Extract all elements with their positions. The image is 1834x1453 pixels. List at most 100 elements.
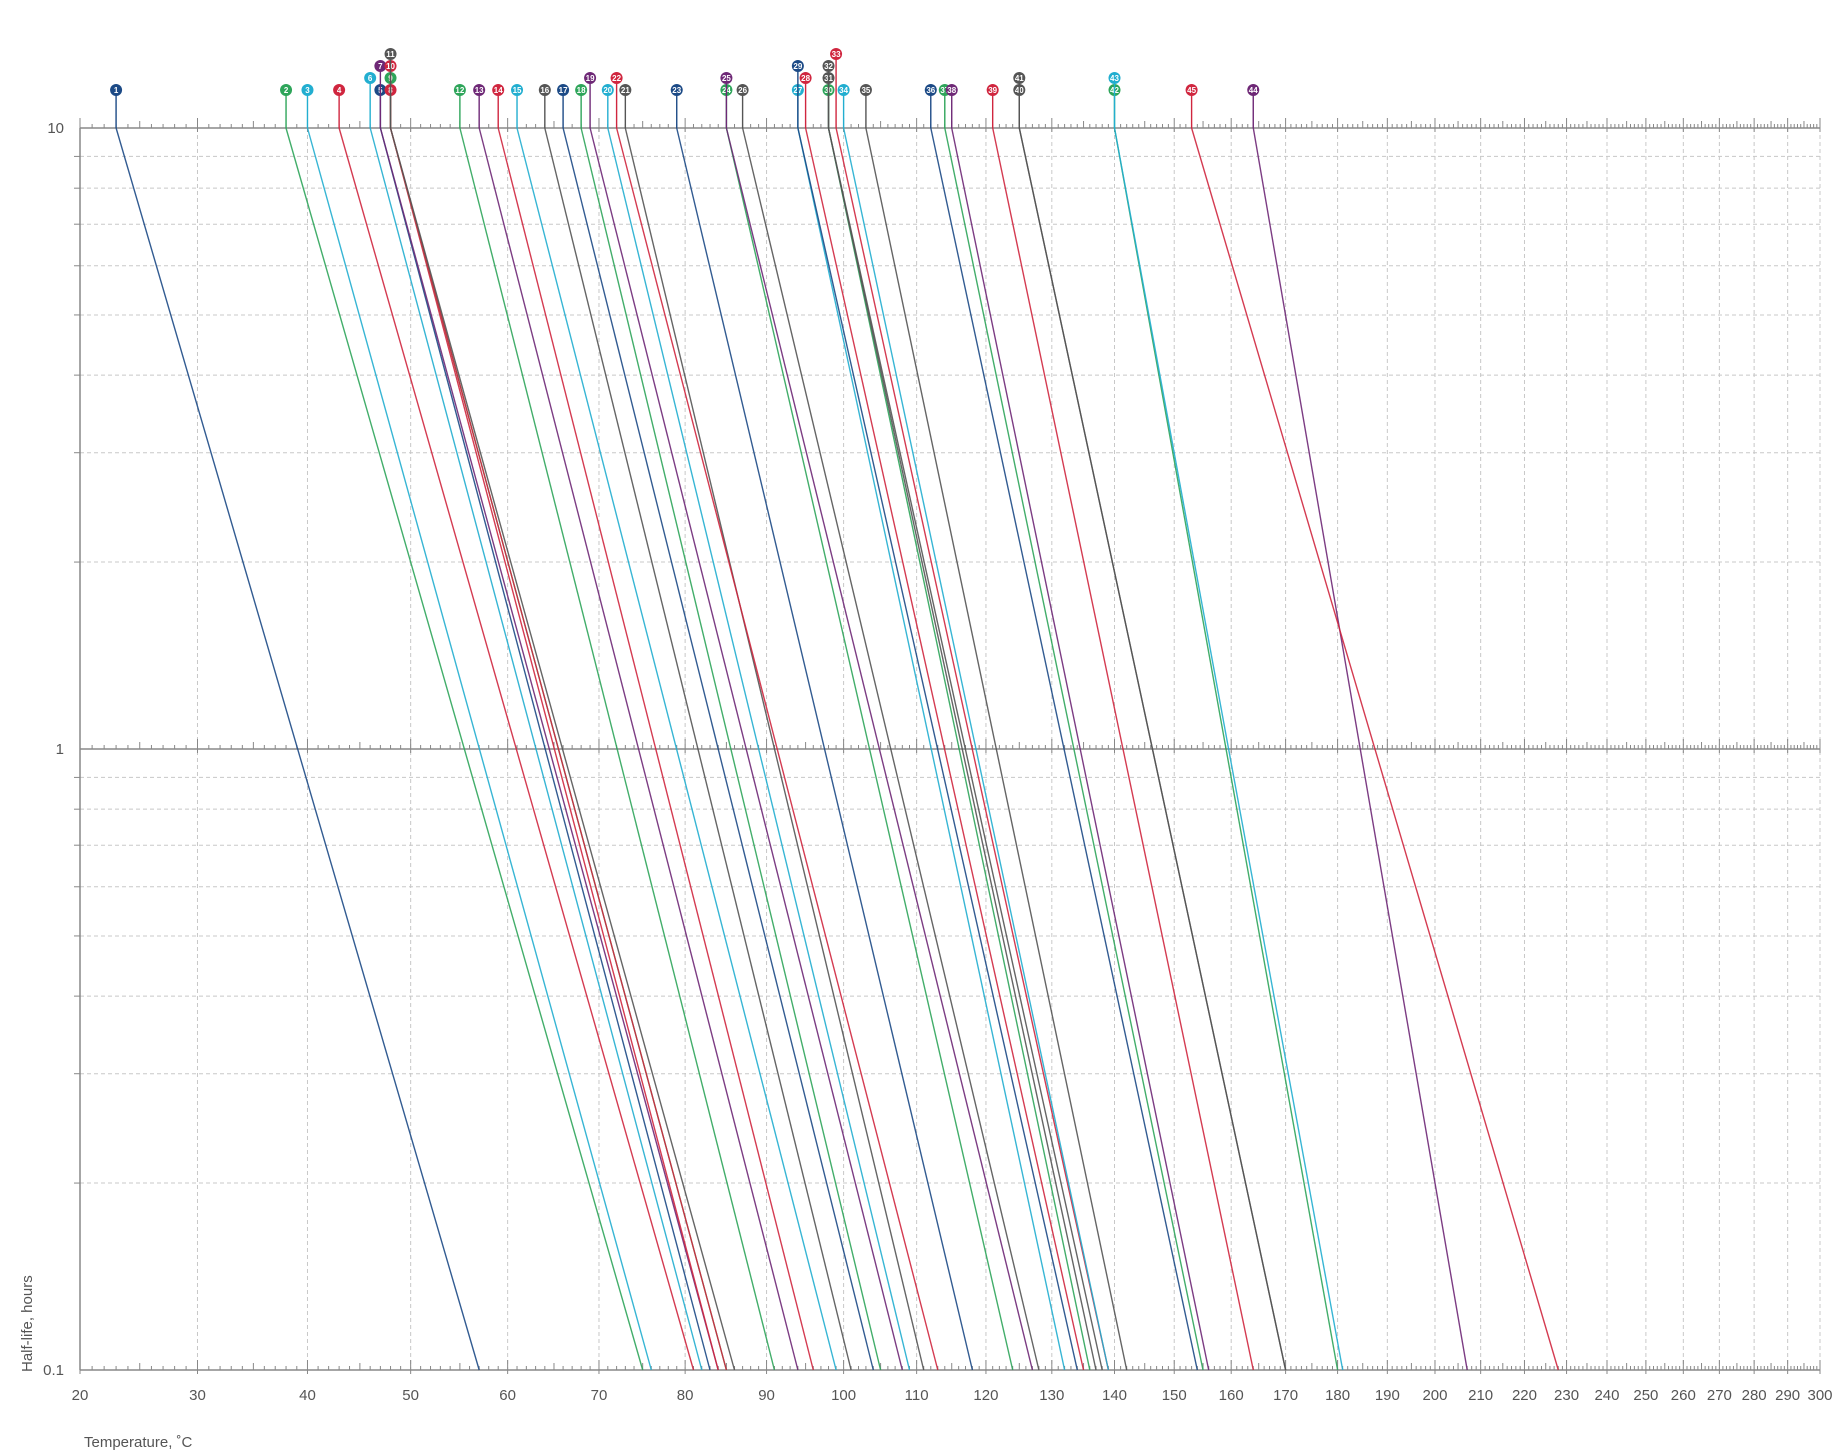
series-markers: 1234567891011121314151617181920212223242… <box>110 48 1260 128</box>
marker-dot-29 <box>791 60 804 72</box>
marker-dot-20 <box>601 84 614 96</box>
marker-label-29: 29 <box>793 62 802 71</box>
marker-dot-16 <box>538 84 551 96</box>
marker-dot-39 <box>986 84 999 96</box>
marker-label-17: 17 <box>559 86 568 95</box>
marker-label-34: 34 <box>839 86 848 95</box>
marker-label-33: 33 <box>832 50 841 59</box>
series-line-22 <box>615 127 939 1371</box>
series-line-4 <box>338 127 695 1371</box>
marker-label-28: 28 <box>801 74 810 83</box>
marker-label-2: 2 <box>284 86 289 95</box>
marker-label-1: 1 <box>114 86 119 95</box>
marker-label-16: 16 <box>540 86 549 95</box>
x-tick-label: 100 <box>831 1387 856 1404</box>
x-tick-label: 240 <box>1594 1387 1619 1404</box>
series-line-35 <box>865 127 1128 1371</box>
x-tick-label: 130 <box>1039 1387 1064 1404</box>
series-line-12 <box>459 127 776 1371</box>
marker-label-22: 22 <box>612 74 621 83</box>
marker-dot-14 <box>492 84 505 96</box>
x-tick-label: 20 <box>72 1387 89 1404</box>
marker-label-35: 35 <box>861 86 870 95</box>
x-tick-label: 300 <box>1807 1387 1832 1404</box>
series-line-23 <box>676 127 974 1371</box>
series-line-36 <box>930 127 1198 1371</box>
marker-label-20: 20 <box>603 86 612 95</box>
marker-label-7: 7 <box>378 62 383 71</box>
marker-label-39: 39 <box>988 86 997 95</box>
x-tick-label: 190 <box>1375 1387 1400 1404</box>
series-line-31 <box>827 127 1097 1371</box>
y-tick-label: 10 <box>47 120 64 137</box>
series-line-29 <box>797 127 1078 1371</box>
marker-dot-2 <box>280 84 293 96</box>
marker-dot-32 <box>822 60 835 72</box>
series-line-26 <box>741 127 1040 1371</box>
series-line-39 <box>992 127 1254 1371</box>
marker-label-41: 41 <box>1015 74 1024 83</box>
marker-label-11: 11 <box>386 50 395 59</box>
x-tick-label: 50 <box>402 1387 419 1404</box>
marker-dot-35 <box>859 84 872 96</box>
x-tick-label: 90 <box>758 1387 775 1404</box>
series-line-18 <box>580 127 882 1371</box>
marker-dot-11 <box>384 48 397 60</box>
marker-label-15: 15 <box>513 86 522 95</box>
marker-label-32: 32 <box>824 62 833 71</box>
series-line-8 <box>389 127 719 1371</box>
series-line-45 <box>1190 127 1559 1371</box>
marker-dot-4 <box>333 84 346 96</box>
marker-dot-17 <box>557 84 570 96</box>
x-tick-label: 210 <box>1468 1387 1493 1404</box>
marker-label-21: 21 <box>621 86 630 95</box>
x-tick-label: 260 <box>1671 1387 1696 1404</box>
x-tick-label: 180 <box>1325 1387 1350 1404</box>
series-line-38 <box>951 127 1210 1371</box>
marker-dot-18 <box>575 84 588 96</box>
marker-label-19: 19 <box>586 74 595 83</box>
grid <box>79 128 1821 1370</box>
marker-label-45: 45 <box>1187 86 1196 95</box>
series-line-2 <box>285 127 644 1371</box>
marker-dot-23 <box>670 84 683 96</box>
series-line-37 <box>944 127 1204 1371</box>
marker-dot-21 <box>619 84 632 96</box>
marker-dot-6 <box>364 72 377 84</box>
marker-label-36: 36 <box>926 86 935 95</box>
marker-label-25: 25 <box>722 74 731 83</box>
marker-dot-45 <box>1185 84 1198 96</box>
marker-dot-26 <box>736 84 749 96</box>
series-line-3 <box>306 127 652 1371</box>
series-line-16 <box>544 127 852 1371</box>
series-line-43 <box>1113 127 1344 1371</box>
series-line-13 <box>478 127 799 1371</box>
series-line-42 <box>1113 127 1339 1371</box>
x-tick-label: 200 <box>1422 1387 1447 1404</box>
x-tick-label: 170 <box>1273 1387 1298 1404</box>
x-tick-label: 290 <box>1775 1387 1800 1404</box>
series-line-32 <box>827 127 1103 1371</box>
series-line-34 <box>842 127 1110 1371</box>
x-tick-label: 150 <box>1162 1387 1187 1404</box>
series-line-24 <box>725 127 1014 1371</box>
marker-dot-25 <box>720 72 733 84</box>
series-line-21 <box>624 127 925 1371</box>
marker-dot-1 <box>110 84 123 96</box>
marker-label-6: 6 <box>368 74 373 83</box>
series-line-20 <box>607 127 911 1371</box>
series-line-44 <box>1252 127 1468 1371</box>
x-tick-label: 120 <box>973 1387 998 1404</box>
series-line-14 <box>497 127 814 1371</box>
series-line-17 <box>562 127 874 1371</box>
marker-dot-38 <box>945 84 958 96</box>
x-tick-label: 80 <box>677 1387 694 1404</box>
marker-label-23: 23 <box>672 86 681 95</box>
marker-dot-15 <box>511 84 524 96</box>
series-line-5 <box>379 127 711 1371</box>
series-line-19 <box>589 127 903 1371</box>
marker-dot-44 <box>1247 84 1260 96</box>
marker-label-37: 37 <box>940 86 949 95</box>
x-tick-label: 250 <box>1633 1387 1658 1404</box>
